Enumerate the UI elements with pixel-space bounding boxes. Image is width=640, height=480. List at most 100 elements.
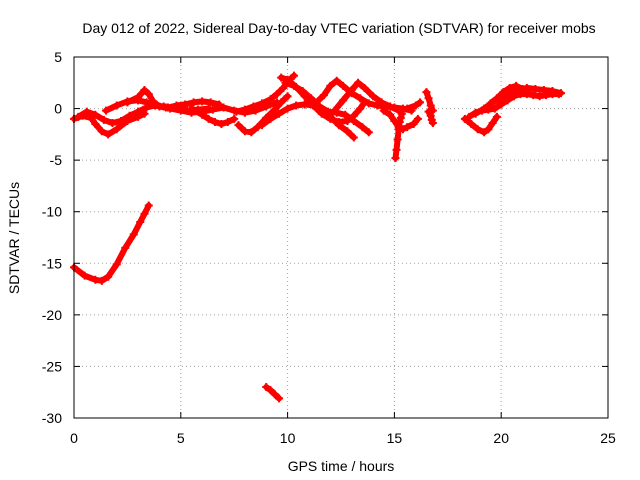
data-point-marker: [125, 111, 134, 120]
data-point-marker: [134, 93, 143, 102]
data-point-marker: [91, 275, 100, 284]
data-point-marker: [409, 120, 418, 129]
data-point-marker: [97, 276, 106, 285]
series-arc-m: [324, 78, 425, 121]
data-point-marker: [142, 98, 151, 107]
data-point-marker: [140, 86, 149, 95]
data-point-marker: [82, 107, 91, 116]
series-trace: [423, 89, 436, 114]
y-tick-label: -30: [42, 410, 62, 426]
data-point-marker: [230, 114, 239, 123]
data-point-marker: [300, 100, 309, 109]
data-point-marker: [369, 92, 378, 101]
data-point-marker: [189, 98, 198, 107]
data-point-marker: [112, 125, 121, 134]
data-point-marker: [397, 109, 406, 118]
data-point-marker: [270, 105, 279, 114]
series-arc-q: [424, 107, 437, 128]
data-point-marker: [393, 135, 402, 144]
data-point-marker: [102, 106, 111, 115]
data-point-marker: [112, 260, 121, 269]
data-point-marker: [283, 92, 292, 101]
data-point-marker: [426, 111, 435, 120]
data-point-marker: [91, 120, 100, 129]
y-tick-label: -20: [42, 307, 62, 323]
data-point-marker: [208, 105, 217, 114]
data-point-marker: [392, 145, 401, 154]
data-point-marker: [112, 101, 121, 110]
data-point-marker: [279, 83, 288, 92]
data-point-marker: [290, 81, 299, 90]
data-point-marker: [486, 99, 495, 108]
data-point-marker: [379, 106, 388, 115]
series-arc-o: [391, 109, 406, 163]
x-axis-title: GPS time / hours: [288, 458, 395, 474]
series-arc-low: [70, 201, 153, 285]
data-point-marker: [332, 76, 341, 85]
data-point-marker: [395, 117, 404, 126]
data-point-marker: [277, 98, 286, 107]
data-point-marker: [249, 102, 258, 111]
data-point-marker: [473, 125, 482, 134]
x-tick-label: 25: [600, 430, 616, 446]
data-point-marker: [223, 117, 232, 126]
data-point-marker: [234, 121, 243, 130]
data-point-marker: [471, 109, 480, 118]
data-point-marker: [377, 98, 386, 107]
data-point-marker: [356, 104, 365, 113]
data-point-marker: [354, 78, 363, 87]
data-point-marker: [422, 88, 431, 97]
data-point-marker: [484, 125, 493, 134]
data-point-marker: [292, 101, 301, 110]
data-point-marker: [121, 243, 130, 252]
data-point-marker: [424, 94, 433, 103]
data-point-marker: [339, 96, 348, 105]
data-point-marker: [326, 81, 335, 90]
data-point-marker: [315, 102, 324, 111]
data-point-marker: [394, 125, 403, 134]
series-trace: [263, 384, 283, 402]
data-point-marker: [74, 112, 83, 121]
data-point-marker: [257, 99, 266, 108]
data-point-marker: [166, 104, 175, 113]
y-axis-title: SDTVAR / TECUs: [6, 182, 22, 294]
data-point-marker: [129, 230, 138, 239]
data-point-marker: [247, 128, 256, 137]
data-point-marker: [80, 271, 89, 280]
data-point-marker: [281, 78, 290, 87]
x-tick-label: 0: [70, 430, 78, 446]
data-point-marker: [266, 114, 275, 123]
data-point-marker: [272, 90, 281, 99]
data-point-marker: [104, 130, 113, 139]
series-arc-u: [486, 81, 533, 108]
x-tick-label: 15: [387, 430, 403, 446]
x-tick-label: 20: [493, 430, 509, 446]
data-point-marker: [99, 115, 108, 124]
data-point-marker: [386, 110, 395, 119]
data-point-marker: [290, 71, 299, 80]
data-point-marker: [416, 98, 425, 107]
data-point-marker: [134, 107, 143, 116]
data-point-marker: [490, 104, 499, 113]
data-point-marker: [428, 119, 437, 128]
data-point-marker: [217, 120, 226, 129]
data-point-marker: [198, 97, 207, 106]
data-point-marker: [324, 112, 333, 121]
data-point-marker: [467, 120, 476, 129]
data-point-marker: [240, 105, 249, 114]
data-point-marker: [524, 89, 533, 98]
data-point-marker: [343, 127, 352, 136]
series-arc-minus28: [262, 383, 284, 403]
y-tick-label: -10: [42, 204, 62, 220]
data-point-marker: [386, 102, 395, 111]
data-point-marker: [341, 110, 350, 119]
data-point-marker: [531, 84, 540, 93]
data-point-marker: [364, 128, 373, 137]
data-point-marker: [535, 92, 544, 101]
data-series: [70, 71, 566, 403]
data-point-marker: [270, 390, 279, 399]
data-point-marker: [512, 81, 521, 90]
data-point-marker: [104, 272, 113, 281]
